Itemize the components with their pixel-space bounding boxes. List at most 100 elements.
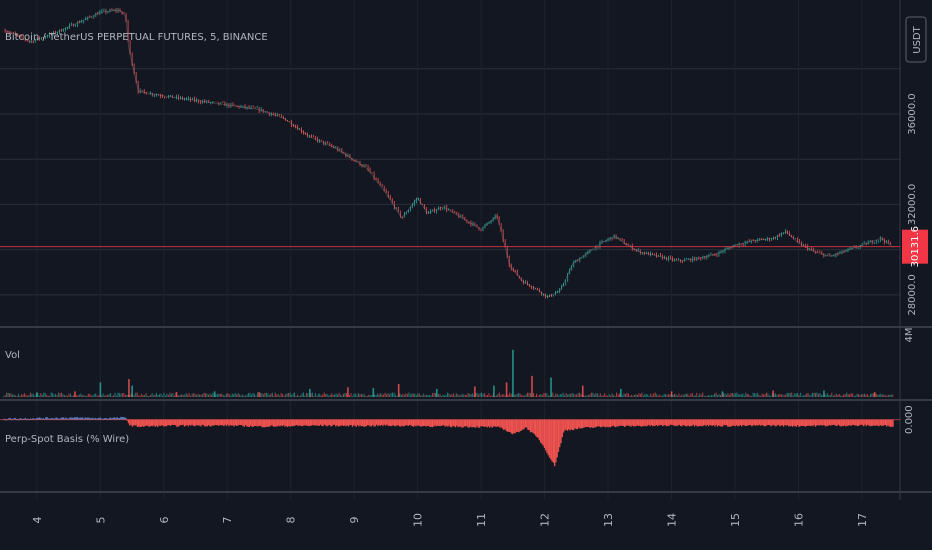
volume-bar [256, 392, 258, 397]
volume-bar [488, 392, 490, 397]
basis-bar [461, 419, 463, 428]
volume-bar [164, 395, 166, 397]
basis-bar [160, 419, 163, 426]
basis-bar [838, 419, 841, 426]
basis-bar [668, 419, 670, 426]
volume-bar [338, 392, 340, 397]
basis-bar [602, 419, 604, 427]
basis-bar [889, 419, 892, 427]
basis-bar [408, 419, 411, 425]
volume-bar [276, 394, 278, 397]
basis-bar [782, 419, 785, 427]
price-axis[interactable]: 36000.0 32000.0 28000.0 4M 0.000 30131.6 [902, 93, 928, 434]
volume-bar [313, 395, 315, 397]
basis-bar [182, 419, 184, 425]
basis-bar [302, 419, 304, 427]
basis-bar [37, 417, 39, 420]
volume-bar [92, 395, 94, 397]
volume-bar [841, 396, 843, 397]
volume-bar [722, 392, 724, 397]
volume-bar [608, 394, 610, 397]
volume-bar [319, 393, 321, 397]
basis-bar [134, 419, 136, 426]
basis-bar [648, 419, 650, 425]
volume-bar [350, 393, 352, 397]
volume-bar [679, 395, 681, 397]
basis-bar [419, 419, 421, 426]
volume-bar [684, 394, 686, 397]
basis-bar [873, 419, 875, 426]
basis-bar [305, 419, 308, 426]
volume-bar [421, 395, 423, 397]
basis-bar [375, 419, 378, 425]
basis-bar [884, 419, 887, 426]
volume-bar [372, 388, 375, 397]
basis-bar [531, 419, 533, 432]
basis-bar [812, 419, 814, 427]
basis-bar [856, 419, 859, 427]
volume-bar [714, 393, 716, 397]
volume-bar [884, 394, 886, 397]
volume-bar [323, 392, 325, 397]
basis-bar [443, 419, 445, 426]
volume-bar [343, 393, 345, 397]
volume-bar [703, 395, 705, 397]
basis-bar [139, 419, 141, 428]
volume-bar [449, 394, 451, 397]
volume-bar [311, 392, 313, 397]
volume-bar [47, 395, 49, 397]
price-pane[interactable] [0, 7, 900, 299]
basis-bar [271, 419, 273, 426]
volume-bar [809, 395, 811, 397]
volume-bar [610, 395, 612, 397]
basis-bar [565, 419, 567, 430]
basis-bar [79, 417, 81, 420]
basis-bar [629, 419, 631, 426]
basis-bar [617, 419, 619, 427]
volume-bar [424, 395, 426, 397]
volume-bar [262, 394, 264, 397]
volume-bar [440, 395, 442, 397]
volume-bar [268, 394, 270, 397]
volume-bar [817, 393, 819, 397]
time-axis[interactable]: 4 5 6 7 8 9 10 11 12 13 14 15 16 17 [31, 513, 869, 527]
basis-bar [341, 419, 343, 426]
basis-bar [467, 419, 469, 428]
basis-bar [197, 419, 200, 426]
volume-bar [596, 393, 598, 397]
basis-bar [249, 419, 252, 426]
volume-bar [135, 392, 137, 397]
basis-bar [486, 419, 488, 428]
volume-bar [653, 393, 655, 397]
volume-bar [849, 394, 851, 397]
basis-bar [851, 419, 853, 425]
basis-pane[interactable] [0, 416, 900, 467]
volume-bar [767, 393, 769, 397]
basis-bar [803, 419, 805, 427]
currency-selector[interactable]: USDT [905, 16, 927, 63]
volume-bar [37, 393, 39, 397]
volume-bar [65, 395, 67, 397]
basis-bar [533, 419, 535, 435]
basis-bar [601, 419, 603, 428]
basis-bar [295, 419, 298, 426]
basis-bar [720, 419, 722, 427]
volume-bar [426, 394, 428, 397]
volume-bar [451, 394, 453, 397]
volume-bar [644, 393, 646, 397]
basis-bar [135, 419, 137, 426]
volume-title: Vol [5, 350, 20, 361]
volume-pane[interactable] [3, 349, 894, 397]
basis-bar [243, 419, 245, 427]
basis-bar [325, 419, 327, 426]
basis-bar [414, 419, 416, 426]
basis-bar [155, 419, 158, 426]
volume-bar [203, 392, 205, 397]
volume-bar [402, 393, 404, 397]
basis-bar [527, 419, 529, 430]
volume-bar [3, 395, 5, 397]
basis-bar [523, 419, 525, 429]
volume-bar [724, 393, 726, 397]
volume-bar [883, 394, 885, 397]
